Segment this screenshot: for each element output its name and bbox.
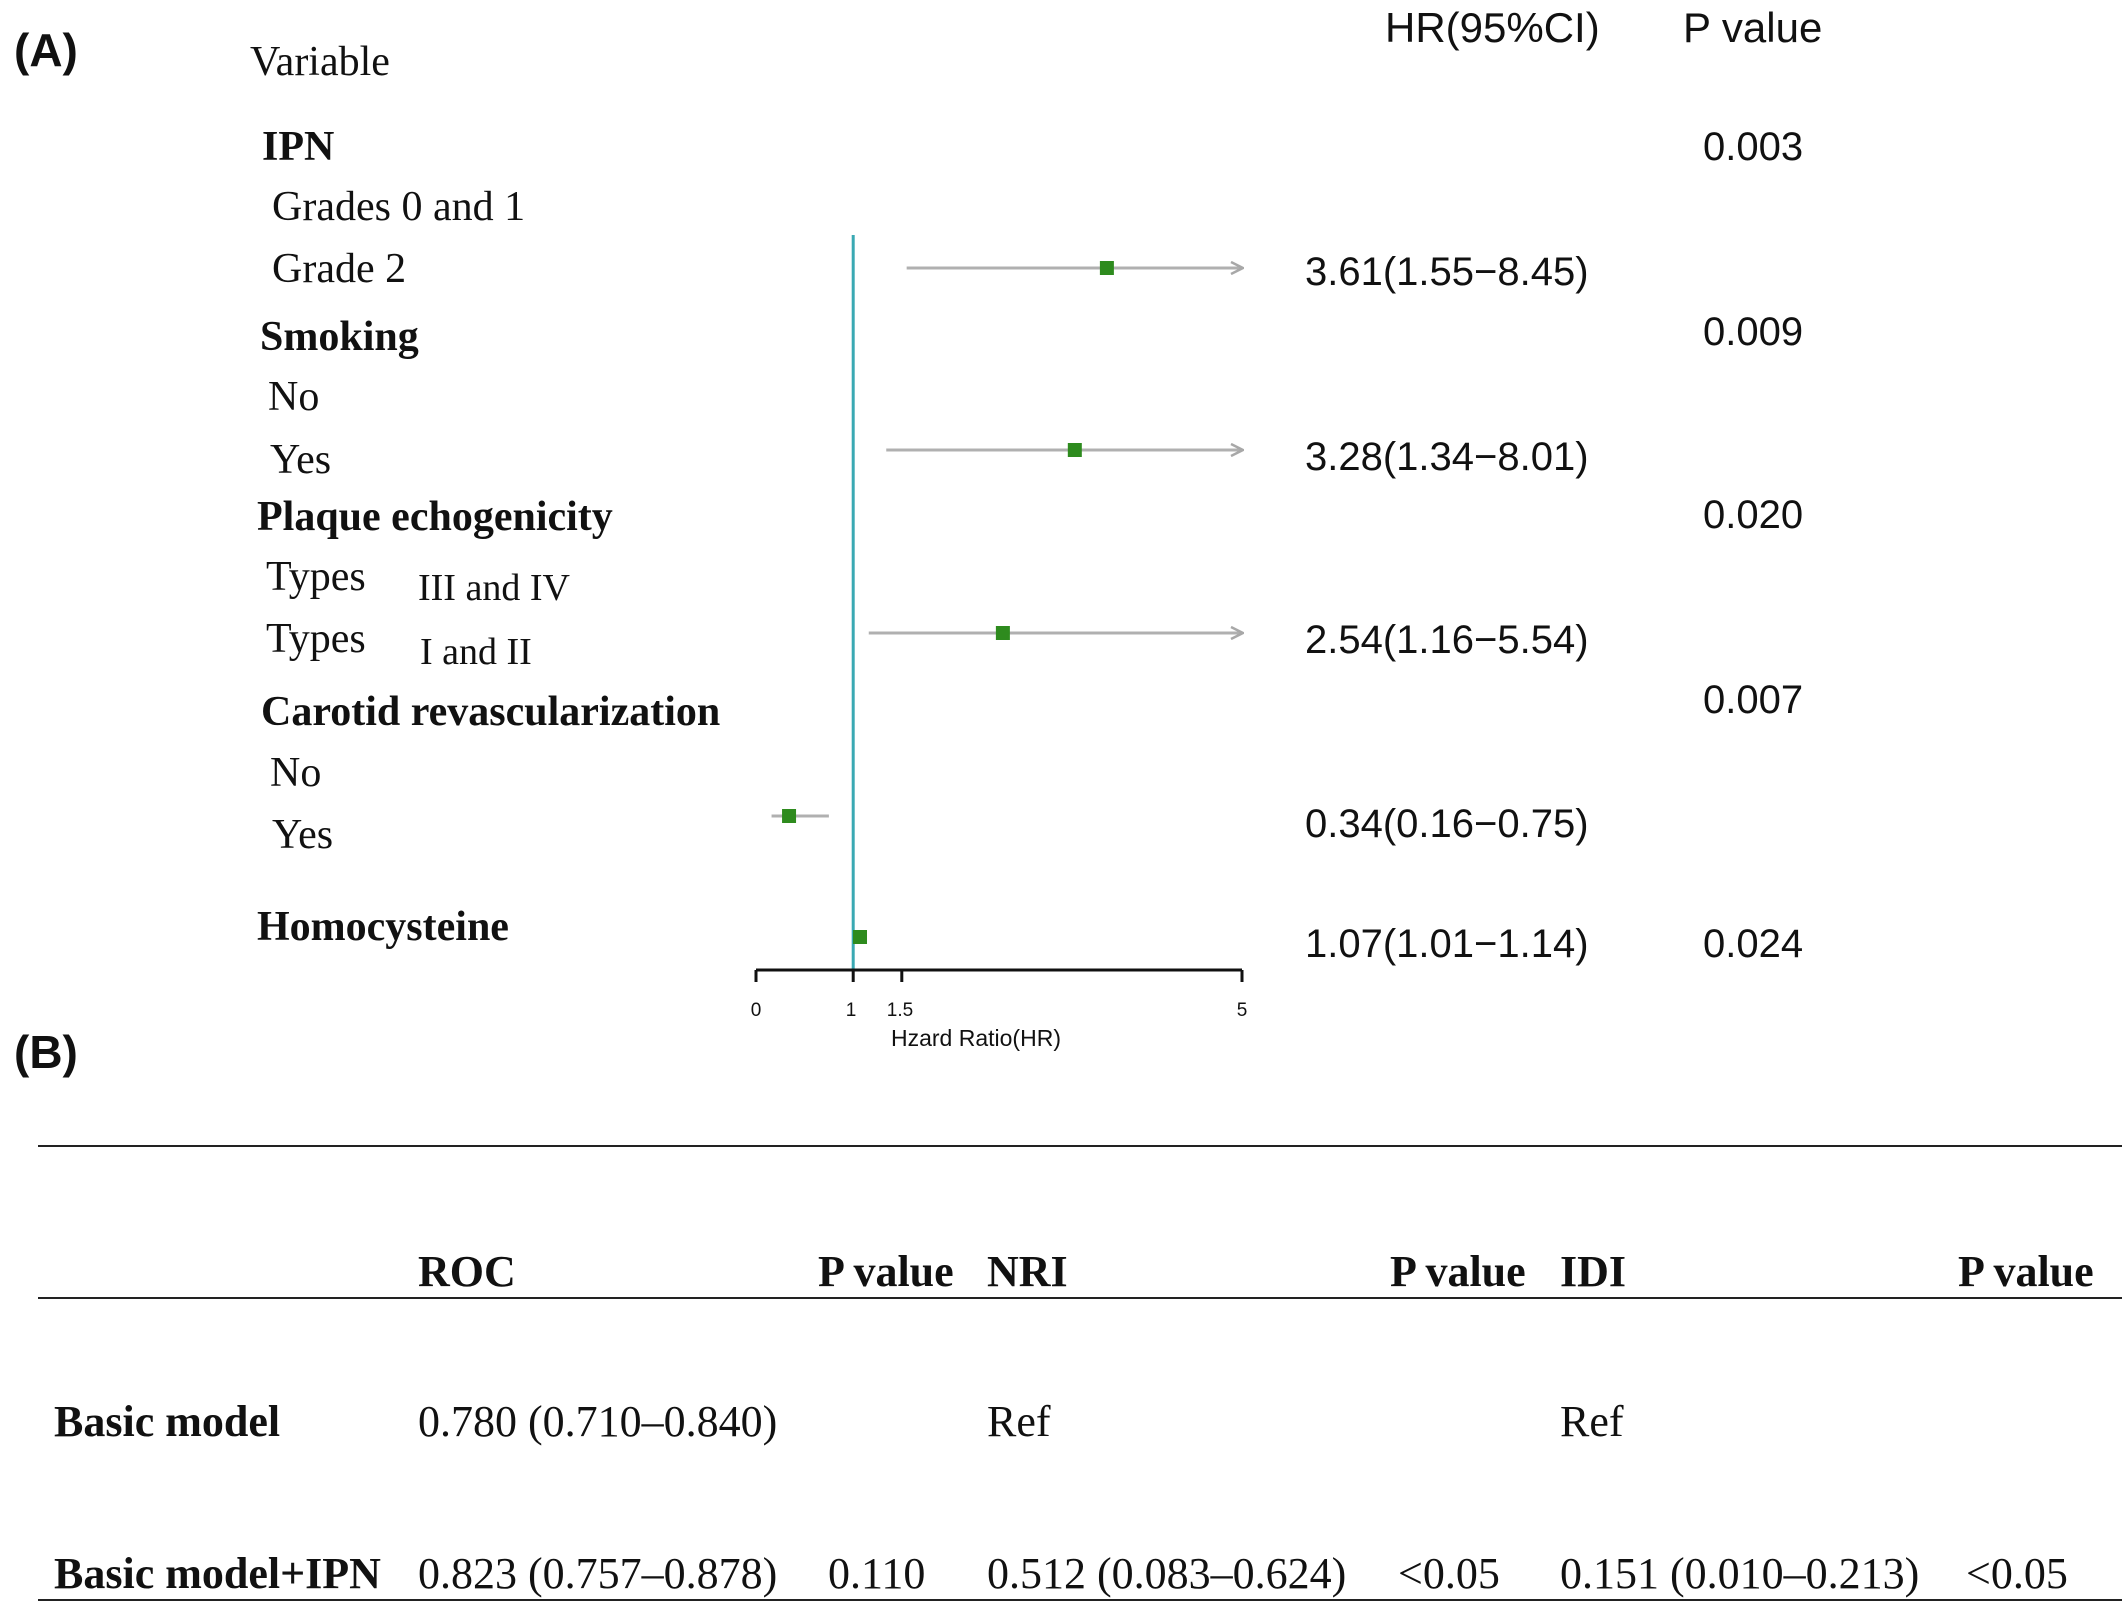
tick-label-1-5: 1.5 xyxy=(887,1000,913,1021)
variable-header: Variable xyxy=(250,39,390,85)
tick-label-1: 1 xyxy=(846,1000,857,1021)
table-header-p3: P value xyxy=(1958,1247,2094,1296)
hr-marker-2 xyxy=(995,626,1010,640)
group-smoking: Smoking xyxy=(260,314,419,360)
table-row-ipn-p2: <0.05 xyxy=(1398,1549,1500,1598)
level-plaque-cmp-prefix: Types xyxy=(266,616,366,662)
tick-label-0: 0 xyxy=(751,1000,762,1021)
table-row-basic-label: Basic model xyxy=(54,1397,280,1446)
p-value-carotid: 0.007 xyxy=(1703,678,1803,722)
tick-label-5: 5 xyxy=(1237,1000,1248,1021)
level-plaque-cmp-suffix: I and II xyxy=(420,631,532,673)
p-value-header: P value xyxy=(1683,4,1822,51)
table-row-basic-nri: Ref xyxy=(987,1397,1051,1446)
hr-marker-0 xyxy=(1099,261,1114,275)
table-header-roc: ROC xyxy=(418,1247,516,1296)
level-smoking-no: No xyxy=(268,374,319,420)
table-row-basic-idi: Ref xyxy=(1560,1397,1624,1446)
table-header-p2: P value xyxy=(1390,1247,1526,1296)
forest-plot-area xyxy=(754,235,1242,982)
x-axis-title: Hzard Ratio(HR) xyxy=(891,1025,1061,1051)
level-smoking-yes: Yes xyxy=(270,437,331,483)
level-plaque-ref-prefix: Types xyxy=(266,554,366,600)
hr-text-smoking: 3.28(1.34−8.01) xyxy=(1305,435,1589,479)
hr-text-carotid: 0.34(0.16−0.75) xyxy=(1305,802,1589,846)
level-ipn-grade2: Grade 2 xyxy=(272,246,406,292)
table-header-p1: P value xyxy=(818,1247,954,1296)
table-header-nri: NRI xyxy=(987,1247,1068,1296)
hr-header: HR(95%CI) xyxy=(1385,4,1600,51)
table-row-basic-roc: 0.780 (0.710–0.840) xyxy=(418,1397,777,1446)
hr-marker-4 xyxy=(853,930,868,944)
level-plaque-ref-suffix: III and IV xyxy=(418,567,570,609)
hr-text-plaque: 2.54(1.16−5.54) xyxy=(1305,618,1589,662)
group-homocysteine: Homocysteine xyxy=(257,904,509,950)
level-carotid-no: No xyxy=(270,750,321,796)
table-row-ipn-p1: 0.110 xyxy=(828,1549,925,1598)
table-row-ipn-roc: 0.823 (0.757–0.878) xyxy=(418,1549,777,1598)
level-ipn-ref: Grades 0 and 1 xyxy=(272,184,525,230)
group-plaque-echogenicity: Plaque echogenicity xyxy=(257,494,613,540)
table-row-ipn-p3: <0.05 xyxy=(1966,1549,2068,1598)
table-row-ipn-nri: 0.512 (0.083–0.624) xyxy=(987,1549,1346,1598)
p-value-smoking: 0.009 xyxy=(1703,310,1803,354)
hr-text-ipn: 3.61(1.55−8.45) xyxy=(1305,250,1589,294)
group-ipn: IPN xyxy=(262,124,334,170)
group-carotid-revascularization: Carotid revascularization xyxy=(261,689,720,735)
panel-b-label: (B) xyxy=(14,1026,78,1078)
panel-a-label: (A) xyxy=(14,24,78,76)
table-row-ipn-idi: 0.151 (0.010–0.213) xyxy=(1560,1549,1919,1598)
hr-text-homocysteine: 1.07(1.01−1.14) xyxy=(1305,922,1589,966)
hr-marker-1 xyxy=(1067,443,1082,457)
table-header-idi: IDI xyxy=(1560,1247,1626,1296)
table-row-ipn-label: Basic model+IPN xyxy=(54,1549,381,1598)
p-value-homocysteine: 0.024 xyxy=(1703,922,1803,966)
hr-marker-3 xyxy=(782,809,797,823)
level-carotid-yes: Yes xyxy=(272,812,333,858)
p-value-plaque: 0.020 xyxy=(1703,493,1803,537)
p-value-ipn: 0.003 xyxy=(1703,125,1803,169)
